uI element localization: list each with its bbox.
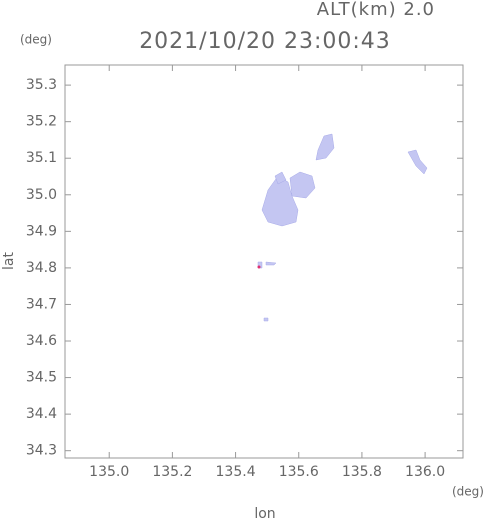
x-tick-label: 135.6 <box>279 464 319 480</box>
x-tick-label: 135.4 <box>216 464 256 480</box>
echo-blob <box>407 149 428 175</box>
echo-blob <box>274 171 287 185</box>
echo-blob <box>289 171 316 199</box>
y-tick-label: 35.1 <box>26 150 57 166</box>
y-tick-label: 34.4 <box>26 406 57 422</box>
x-tick-label: 135.0 <box>89 464 129 480</box>
echo-area <box>257 133 428 322</box>
x-tick-label: 136.0 <box>405 464 445 480</box>
y-tick-label: 34.5 <box>26 370 57 386</box>
echo-blob <box>265 261 277 266</box>
y-tick-label: 34.8 <box>26 260 57 276</box>
y-tick-label: 34.7 <box>26 296 57 312</box>
x-tick-label: 135.8 <box>342 464 382 480</box>
x-axis-label: lon <box>254 506 275 521</box>
echo-core <box>257 265 261 269</box>
plot-frame <box>64 64 464 459</box>
x-tick-label: 135.2 <box>152 464 192 480</box>
x-unit: (deg) <box>452 485 484 499</box>
y-tick-label: 35.0 <box>26 187 57 203</box>
y-tick-label: 35.3 <box>26 77 57 93</box>
y-unit: (deg) <box>20 33 52 47</box>
echo-blob <box>263 317 269 322</box>
y-tick-label: 34.6 <box>26 333 57 349</box>
echo-blob <box>315 133 335 161</box>
y-tick-label: 34.3 <box>26 443 57 459</box>
chart-title: 2021/10/20 23:00:43 <box>139 29 391 54</box>
y-tick-label: 35.2 <box>26 114 57 130</box>
y-tick-label: 34.9 <box>26 223 57 239</box>
y-axis-label: lat <box>1 252 17 270</box>
altitude-label: ALT(km) 2.0 <box>317 0 435 20</box>
